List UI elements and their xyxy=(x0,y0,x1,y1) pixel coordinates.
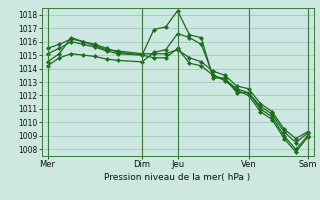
X-axis label: Pression niveau de la mer( hPa ): Pression niveau de la mer( hPa ) xyxy=(104,173,251,182)
